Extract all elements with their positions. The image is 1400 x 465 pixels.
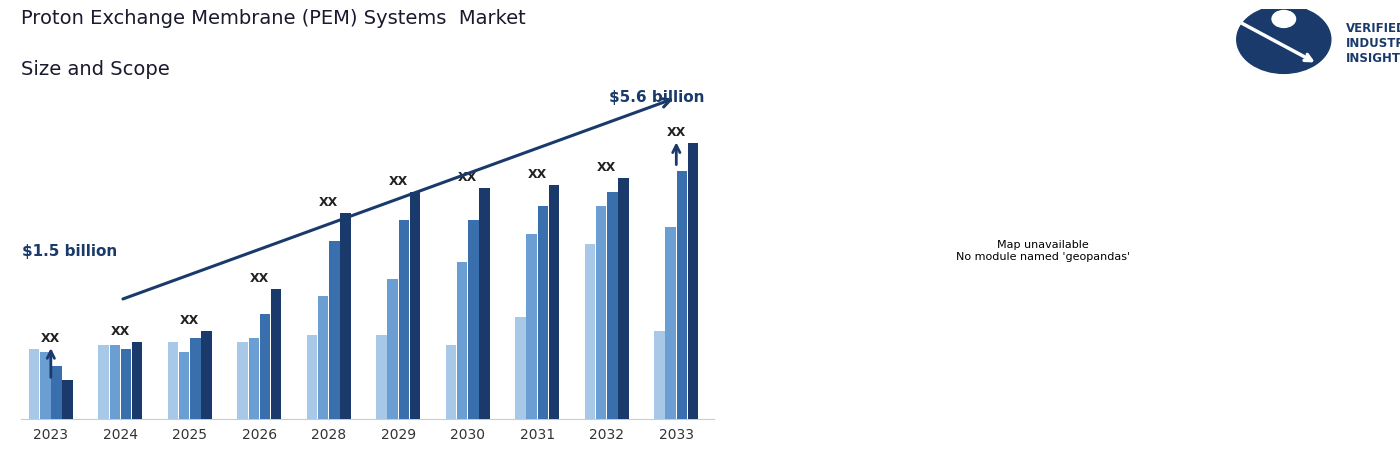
- Text: Map unavailable
No module named 'geopandas': Map unavailable No module named 'geopand…: [956, 240, 1130, 262]
- Bar: [29, 349, 39, 418]
- Text: $5.6 billion: $5.6 billion: [609, 90, 704, 105]
- Text: $1.5 billion: $1.5 billion: [22, 244, 118, 259]
- Bar: [168, 342, 178, 418]
- Bar: [41, 352, 50, 418]
- Text: XX: XX: [598, 161, 616, 174]
- Text: XX: XX: [458, 171, 477, 184]
- Bar: [410, 192, 420, 418]
- Bar: [479, 188, 490, 418]
- Bar: [109, 345, 120, 418]
- Bar: [52, 366, 62, 418]
- Bar: [654, 332, 665, 418]
- Text: XX: XX: [249, 272, 269, 286]
- Bar: [619, 178, 629, 418]
- Bar: [249, 339, 259, 418]
- Bar: [190, 339, 200, 418]
- Circle shape: [1236, 6, 1331, 73]
- Bar: [585, 244, 595, 418]
- Bar: [526, 234, 538, 418]
- Bar: [468, 220, 479, 418]
- Bar: [445, 345, 456, 418]
- Bar: [608, 192, 617, 418]
- Bar: [132, 342, 143, 418]
- Text: XX: XX: [666, 126, 686, 139]
- Circle shape: [1273, 11, 1295, 27]
- Bar: [340, 213, 351, 418]
- Bar: [538, 206, 549, 418]
- Bar: [549, 185, 559, 418]
- Bar: [307, 335, 318, 418]
- Text: XX: XX: [319, 196, 339, 208]
- Bar: [63, 380, 73, 419]
- Bar: [456, 262, 468, 418]
- Bar: [515, 318, 526, 418]
- Bar: [676, 171, 687, 418]
- Bar: [238, 342, 248, 418]
- Text: XX: XX: [389, 175, 407, 188]
- Bar: [596, 206, 606, 418]
- Bar: [202, 332, 211, 418]
- Bar: [329, 241, 340, 418]
- Text: XX: XX: [181, 314, 199, 327]
- Bar: [377, 335, 386, 418]
- Bar: [665, 227, 676, 418]
- Text: VERIFIED
INDUSTRY
INSIGHTS: VERIFIED INDUSTRY INSIGHTS: [1345, 22, 1400, 65]
- Text: Size and Scope: Size and Scope: [21, 60, 169, 80]
- Text: XX: XX: [41, 332, 60, 345]
- Text: XX: XX: [111, 325, 130, 338]
- Bar: [98, 345, 109, 418]
- Bar: [687, 143, 699, 418]
- Bar: [399, 220, 409, 418]
- Text: Proton Exchange Membrane (PEM) Systems  Market: Proton Exchange Membrane (PEM) Systems M…: [21, 9, 526, 28]
- Bar: [120, 349, 132, 418]
- Bar: [179, 352, 189, 418]
- Bar: [259, 314, 270, 418]
- Bar: [318, 297, 329, 418]
- Text: XX: XX: [528, 168, 547, 181]
- Bar: [388, 279, 398, 418]
- Bar: [270, 289, 281, 418]
